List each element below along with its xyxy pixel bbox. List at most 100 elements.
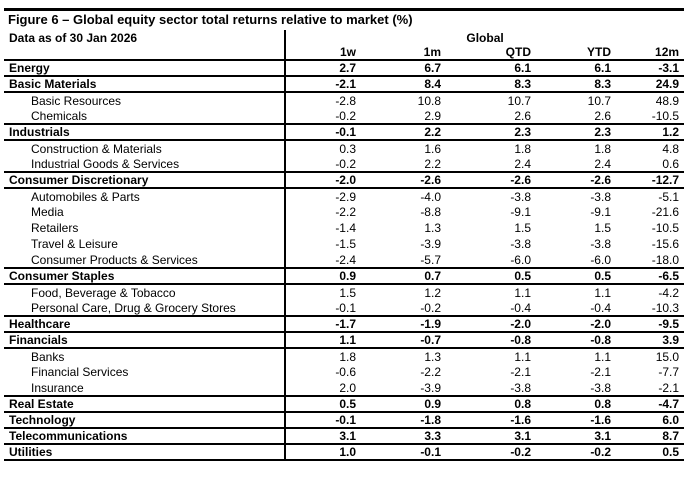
sector-row: Real Estate 0.5 0.9 0.8 0.8 -4.7 bbox=[4, 395, 685, 413]
value-cell: 2.7 bbox=[285, 59, 361, 77]
value-cell: -9.1 bbox=[510, 205, 531, 219]
industry-row: Financial Services -0.6 -2.2 -2.1 -2.1 -7.7 bbox=[4, 364, 684, 380]
row-label: Consumer Staples bbox=[4, 267, 286, 285]
industry-row: Consumer Products & Services -2.4 -5.7 -6.0… bbox=[4, 252, 684, 268]
value-cell: 1.5 bbox=[514, 221, 531, 235]
value-cell: 0.5 bbox=[285, 395, 361, 413]
column-header-row: 1w 1m QTD YTD 12m bbox=[4, 45, 685, 61]
data-as-of-label: Data as of 30 Jan 2026 bbox=[4, 30, 286, 45]
value-cell: 0.5 bbox=[536, 267, 616, 285]
value-cell: -2.0 bbox=[446, 315, 536, 333]
value-cell: 1.5 bbox=[339, 285, 356, 300]
row-label: Real Estate bbox=[4, 395, 286, 413]
value-cell: 24.9 bbox=[616, 75, 685, 93]
value-cell: -4.0 bbox=[420, 189, 441, 204]
sector-row: Basic Materials -2.1 8.4 8.3 8.3 24.9 bbox=[4, 75, 685, 93]
industry-row: Travel & Leisure -1.5 -3.9 -3.8 -3.8 -15.6 bbox=[4, 236, 684, 252]
value-cell: -10.3 bbox=[651, 300, 680, 315]
row-label: Financials bbox=[4, 331, 286, 349]
value-cell: 2.9 bbox=[424, 108, 441, 123]
value-cell: 1.1 bbox=[594, 349, 611, 364]
row-label: Food, Beverage & Tobacco bbox=[4, 284, 286, 300]
value-cell: 2.3 bbox=[446, 123, 536, 141]
value-cell: -1.6 bbox=[446, 411, 536, 429]
value-cell: 0.6 bbox=[662, 156, 680, 171]
sector-row: Telecommunications 3.1 3.3 3.1 3.1 8.7 bbox=[4, 427, 685, 445]
value-cell: 48.9 bbox=[655, 93, 680, 108]
value-cell: -0.1 bbox=[335, 300, 356, 315]
row-label: Banks bbox=[4, 348, 286, 364]
value-cell: -6.0 bbox=[590, 252, 611, 267]
value-cell: 0.8 bbox=[536, 395, 616, 413]
value-cell: 3.3 bbox=[361, 427, 446, 445]
value-cell: 1.1 bbox=[285, 331, 361, 349]
industry-row: Insurance 2.0 -3.9 -3.8 -3.8 -2.1 bbox=[4, 380, 684, 396]
value-cell: -0.1 bbox=[285, 123, 361, 141]
value-cell: -5.1 bbox=[658, 189, 680, 204]
value-cell: -2.8 bbox=[335, 93, 356, 108]
table-body: Energy 2.7 6.7 6.1 6.1 -3.1 Basic Materials -2.… bbox=[4, 59, 685, 461]
value-cell: -3.1 bbox=[616, 59, 685, 77]
row-label: Insurance bbox=[4, 380, 286, 396]
value-cell: 3.1 bbox=[446, 427, 536, 445]
sector-row: Consumer Discretionary -2.0 -2.6 -2.6 -2.6 -1… bbox=[4, 171, 685, 189]
value-cell: 2.6 bbox=[594, 108, 611, 123]
value-cell: -3.8 bbox=[590, 237, 611, 251]
value-cell: 1.5 bbox=[594, 221, 611, 235]
value-cell: -0.1 bbox=[285, 411, 361, 429]
industry-row: Media -2.2 -8.8 -9.1 -9.1 -21.6 bbox=[4, 204, 684, 220]
industry-row: Basic Resources -2.8 10.8 10.7 10.7 48.9 bbox=[4, 92, 684, 108]
value-cell: -4.2 bbox=[658, 285, 680, 300]
value-cell: -3.8 bbox=[590, 189, 611, 204]
row-label: Industrials bbox=[4, 123, 286, 141]
row-label: Utilities bbox=[4, 443, 286, 461]
value-cell: 1.0 bbox=[285, 443, 361, 461]
value-cell: 2.0 bbox=[339, 380, 356, 395]
value-cell: -10.5 bbox=[651, 221, 680, 235]
row-label: Healthcare bbox=[4, 315, 286, 333]
value-cell: -0.2 bbox=[420, 300, 441, 315]
value-cell: 2.6 bbox=[514, 108, 531, 123]
value-cell: -0.6 bbox=[335, 365, 356, 379]
row-label: Industrial Goods & Services bbox=[4, 156, 286, 172]
industry-row: Industrial Goods & Services -0.2 2.2 2.4 2.4… bbox=[4, 156, 684, 172]
value-cell: 0.5 bbox=[616, 443, 685, 461]
value-cell: -0.2 bbox=[335, 156, 356, 171]
row-label: Financial Services bbox=[4, 364, 286, 380]
value-cell: 3.1 bbox=[285, 427, 361, 445]
column-header-12m: 12m bbox=[616, 45, 685, 61]
value-cell: -8.8 bbox=[420, 205, 441, 219]
value-cell: -2.1 bbox=[590, 365, 611, 379]
value-cell: -3.8 bbox=[510, 237, 531, 251]
value-cell: -1.5 bbox=[335, 237, 356, 251]
value-cell: -0.8 bbox=[446, 331, 536, 349]
value-cell: 0.3 bbox=[339, 141, 356, 156]
row-label: Construction & Materials bbox=[4, 140, 286, 156]
row-label: Basic Resources bbox=[4, 92, 286, 108]
table-header: Data as of 30 Jan 2026 Global 1w 1m QTD … bbox=[4, 30, 685, 61]
value-cell: 3.1 bbox=[536, 427, 616, 445]
value-cell: -1.4 bbox=[335, 221, 356, 235]
sector-row: Technology -0.1 -1.8 -1.6 -1.6 6.0 bbox=[4, 411, 685, 429]
value-cell: -21.6 bbox=[651, 205, 680, 219]
value-cell: -1.7 bbox=[285, 315, 361, 333]
value-cell: -12.7 bbox=[616, 171, 685, 189]
value-cell: -3.9 bbox=[420, 237, 441, 251]
value-cell: 2.3 bbox=[536, 123, 616, 141]
value-cell: -0.1 bbox=[361, 443, 446, 461]
value-cell: 6.7 bbox=[361, 59, 446, 77]
value-cell: -2.9 bbox=[335, 189, 356, 204]
value-cell: 0.7 bbox=[361, 267, 446, 285]
value-cell: 0.9 bbox=[285, 267, 361, 285]
value-cell: 1.8 bbox=[594, 141, 611, 156]
sector-row: Healthcare -1.7 -1.9 -2.0 -2.0 -9.5 bbox=[4, 315, 685, 333]
value-cell: 1.6 bbox=[424, 141, 441, 156]
column-header-qtd: QTD bbox=[446, 45, 536, 61]
value-cell: -10.5 bbox=[651, 108, 680, 123]
industry-row: Automobiles & Parts -2.9 -4.0 -3.8 -3.8 -5.1 bbox=[4, 188, 684, 204]
column-header-1w: 1w bbox=[285, 45, 361, 61]
row-label: Consumer Discretionary bbox=[4, 171, 286, 189]
value-cell: -5.7 bbox=[420, 252, 441, 267]
industry-row: Chemicals -0.2 2.9 2.6 2.6 -10.5 bbox=[4, 108, 684, 124]
